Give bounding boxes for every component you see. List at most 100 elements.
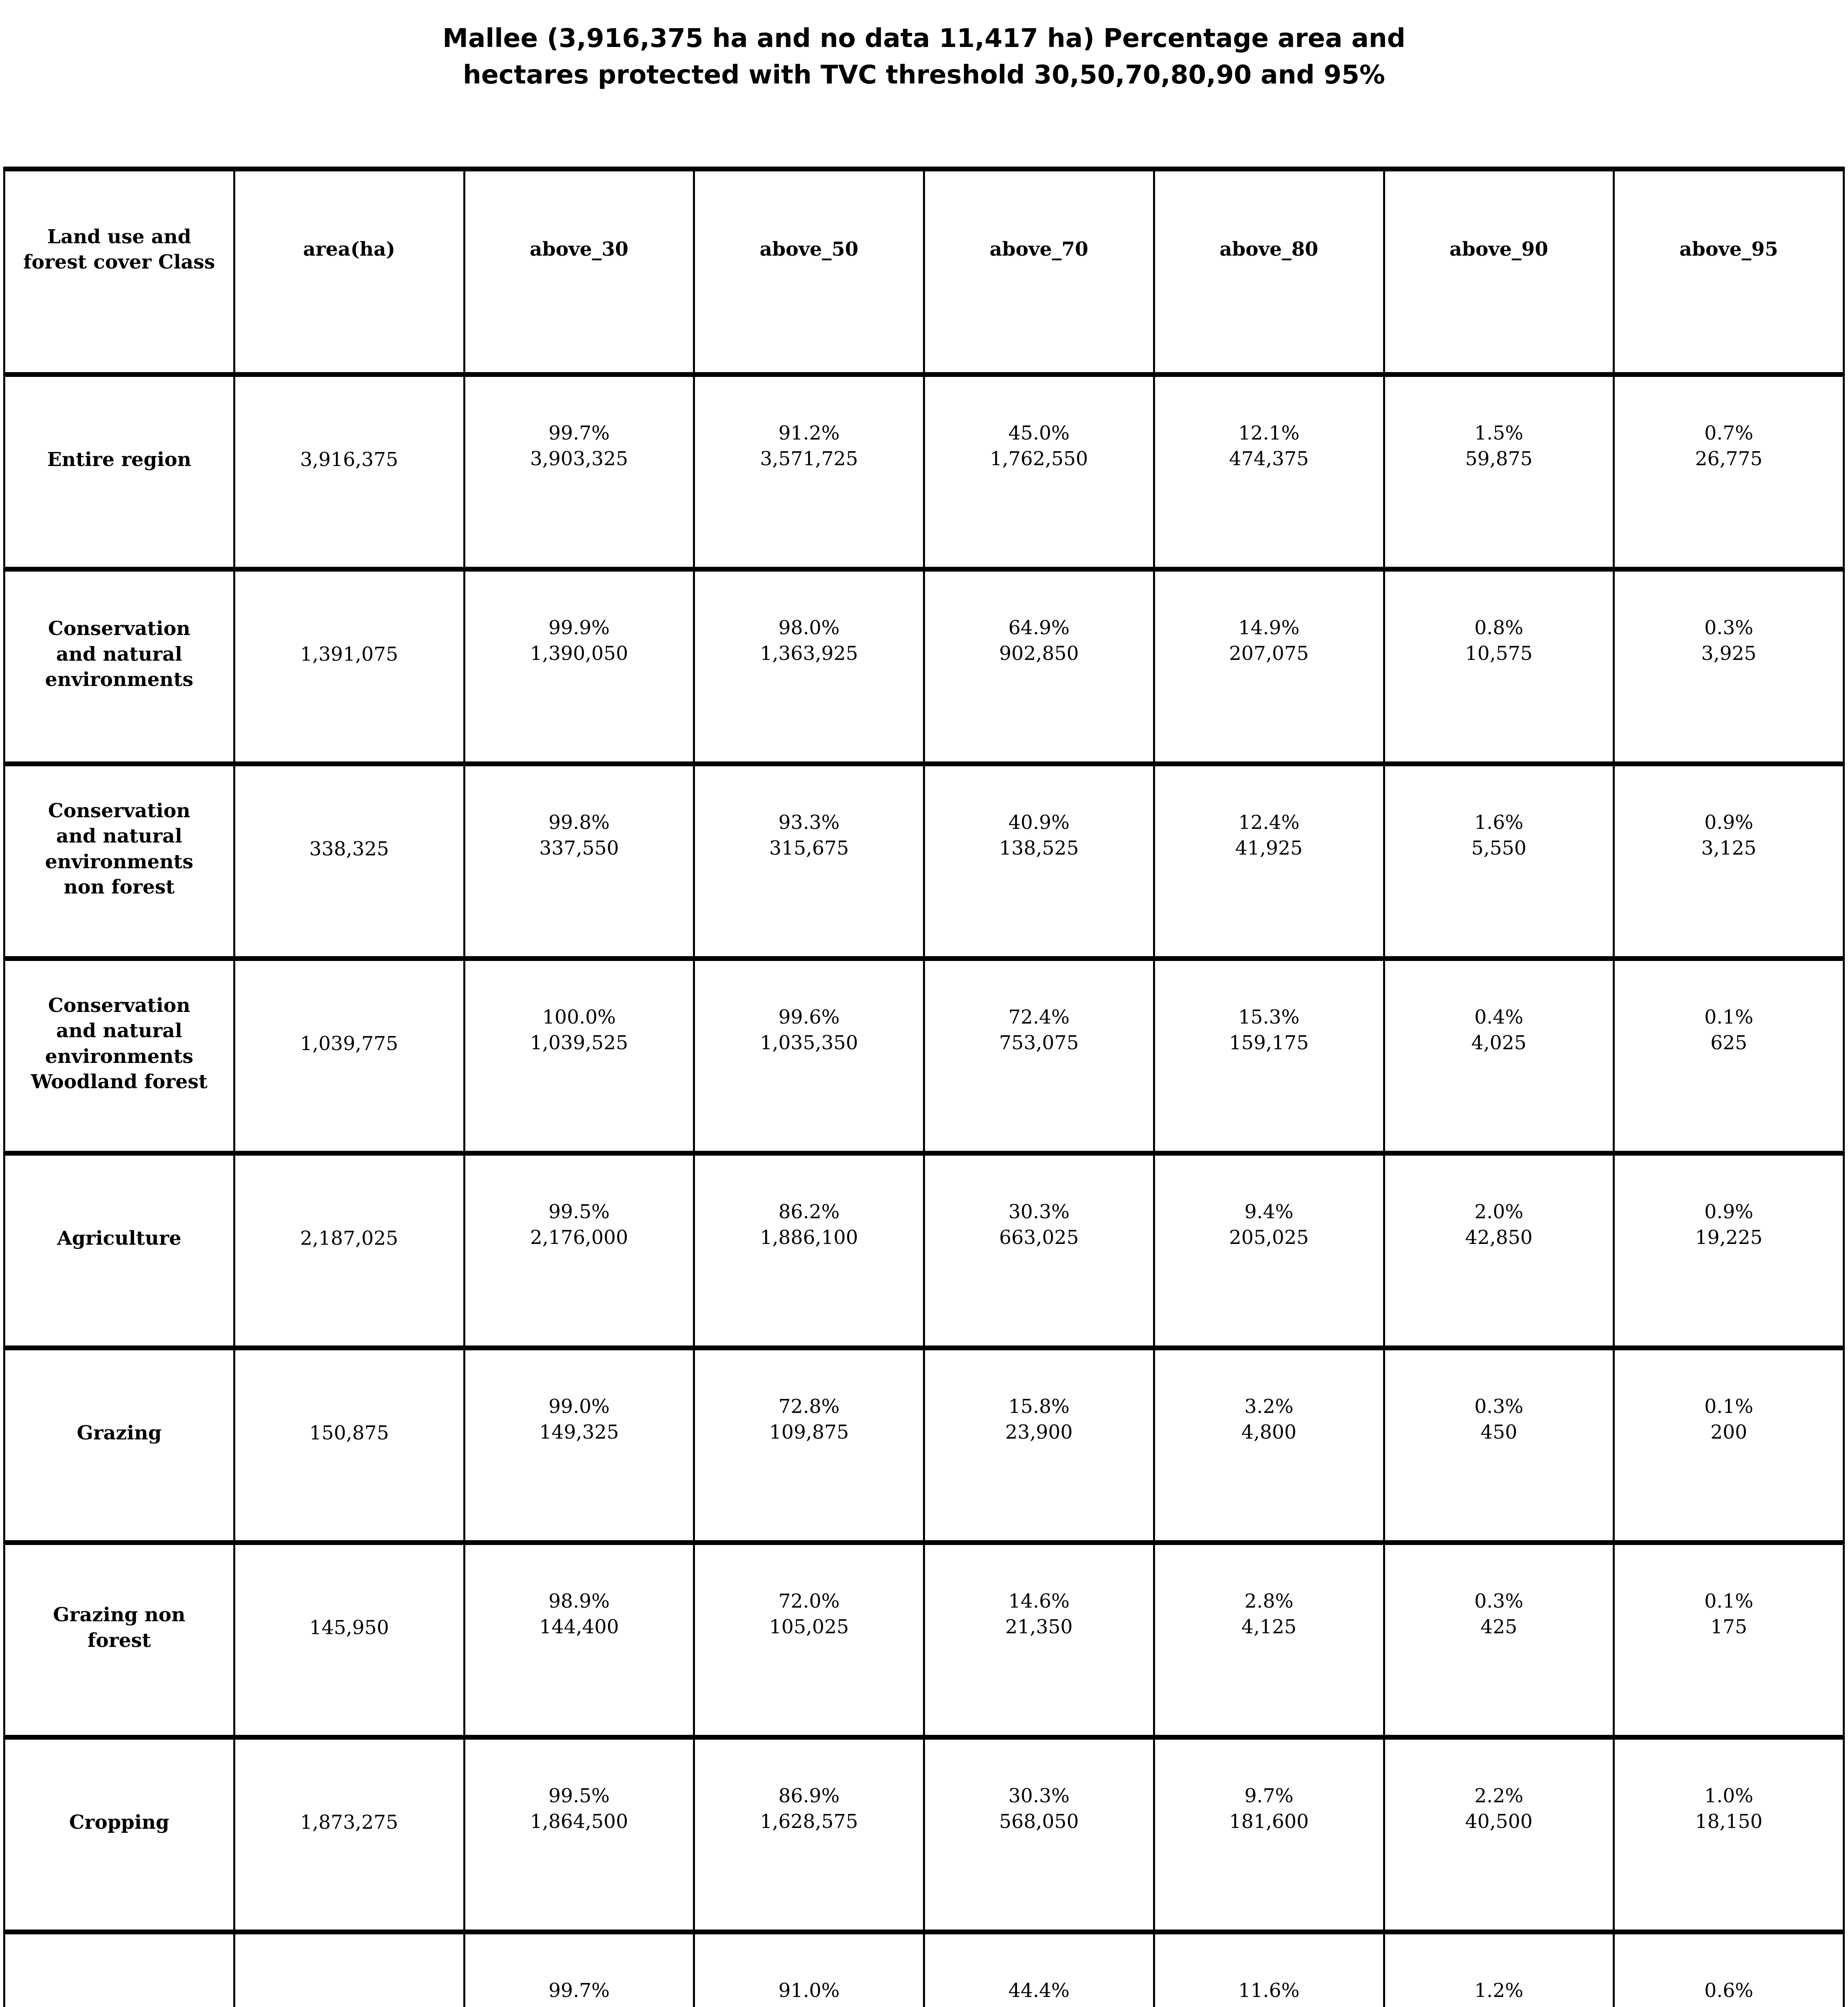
- percent-value: 98.9%: [548, 1590, 610, 1613]
- cell-above-80: 11.6% 18,425: [1153, 1930, 1385, 2007]
- hectares-value: 144,400: [539, 1615, 619, 1638]
- cell-area-ha: 1,039,775: [233, 956, 465, 1156]
- hectares-value: 3,125: [1701, 837, 1756, 859]
- table-row: Irrigation158,500 99.7% 157,975 91.0% 144,27…: [3, 1930, 1845, 2007]
- cell-above-80: 9.4% 205,025: [1153, 1151, 1385, 1350]
- column-header-4: above_70: [923, 167, 1155, 377]
- cell-above-80: 15.3% 159,175: [1153, 956, 1385, 1156]
- hectares-value: 2,176,000: [530, 1226, 628, 1249]
- hectares-value: 1,875: [1386, 2004, 1612, 2007]
- cell-above-30: 98.9% 144,400: [463, 1540, 695, 1740]
- percent-value: 99.5%: [548, 1785, 610, 1808]
- table-row: Cropping 1,873,275 99.5% 1,864,500 86.9% 1,62…: [3, 1735, 1845, 1934]
- hectares-value: 19,225: [1695, 1226, 1763, 1249]
- cell-area-ha: 1,391,075: [233, 567, 465, 766]
- cell-above-80: 12.4% 41,925: [1153, 761, 1385, 961]
- percent-value: 99.8%: [548, 811, 610, 834]
- table-row: Entire region 3,916,375 99.7% 3,903,325 91.2…: [3, 372, 1845, 572]
- percent-value: 14.6%: [1008, 1590, 1070, 1613]
- cell-above-90: 0.3% 450: [1383, 1345, 1615, 1545]
- percent-value: 86.9%: [778, 1785, 840, 1808]
- hectares-value: 175: [1710, 1615, 1747, 1638]
- percent-value: 1.5%: [1474, 422, 1524, 445]
- cell-class: Conservation and natural environments no…: [3, 761, 235, 961]
- cell-above-95: 0.7% 26,775: [1613, 372, 1845, 572]
- hectares-value: 337,550: [539, 837, 619, 859]
- hectares-value: 181,600: [1229, 1810, 1309, 1833]
- cell-above-70: 44.4% 70,300: [923, 1930, 1155, 2007]
- hectares-value: 3,571,725: [760, 447, 858, 470]
- cell-area-ha: 150,875: [233, 1345, 465, 1545]
- column-header-0: Land use and forest cover Class: [3, 167, 235, 377]
- percent-value: 0.1%: [1704, 1590, 1754, 1613]
- table-row: Conservation and natural environments Wo…: [3, 956, 1845, 1156]
- cell-above-50: 99.6% 1,035,350: [693, 956, 925, 1156]
- hectares-value: 21,350: [1005, 1615, 1073, 1638]
- cell-class: Irrigation: [3, 1930, 235, 2007]
- hectares-value: 3,925: [1701, 642, 1756, 665]
- hectares-value: 875: [1616, 2004, 1842, 2007]
- cell-above-50: 98.0% 1,363,925: [693, 567, 925, 766]
- hectares-value: 4,125: [1241, 1615, 1297, 1638]
- hectares-value: 18,425: [1156, 2004, 1382, 2007]
- hectares-value: 70,300: [926, 2004, 1152, 2007]
- percent-value: 0.9%: [1704, 1201, 1754, 1223]
- percent-value: 86.2%: [778, 1201, 840, 1223]
- hectares-value: 144,275: [696, 2004, 922, 2007]
- hectares-value: 138,525: [999, 837, 1079, 859]
- page-title: Mallee (3,916,375 ha and no data 11,417 …: [0, 20, 1848, 94]
- percent-value: 2.8%: [1244, 1590, 1294, 1613]
- cell-above-95: 0.1% 200: [1613, 1345, 1845, 1545]
- percent-value: 0.8%: [1474, 617, 1524, 639]
- cell-above-95: 0.3% 3,925: [1613, 567, 1845, 766]
- percent-value: 9.4%: [1244, 1201, 1294, 1223]
- data-table: Land use and forest cover Class area(ha) a…: [3, 167, 1845, 2007]
- hectares-value: 18,150: [1695, 1810, 1763, 1833]
- table-row: Grazing 150,875 99.0% 149,325 72.8% 109,875 15…: [3, 1345, 1845, 1545]
- cell-above-80: 14.9% 207,075: [1153, 567, 1385, 766]
- percent-value: 9.7%: [1244, 1785, 1294, 1808]
- percent-value: 2.0%: [1474, 1201, 1524, 1223]
- percent-value: 100.0%: [542, 1006, 616, 1029]
- hectares-value: 4,025: [1471, 1031, 1527, 1054]
- cell-above-90: 2.2% 40,500: [1383, 1735, 1615, 1934]
- hectares-value: 1,390,050: [530, 642, 628, 665]
- percent-value: 12.1%: [1238, 422, 1300, 445]
- hectares-value: 1,864,500: [530, 1810, 628, 1833]
- cell-above-50: 72.0% 105,025: [693, 1540, 925, 1740]
- percent-value: 15.8%: [1008, 1395, 1070, 1418]
- percent-value: 0.6%: [1704, 1979, 1754, 2002]
- cell-above-90: 0.4% 4,025: [1383, 956, 1615, 1156]
- cell-above-30: 99.5% 2,176,000: [463, 1151, 695, 1350]
- percent-value: 0.3%: [1474, 1395, 1524, 1418]
- cell-above-30: 99.0% 149,325: [463, 1345, 695, 1545]
- cell-above-30: 99.7% 157,975: [463, 1930, 695, 2007]
- percent-value: 0.7%: [1704, 422, 1754, 445]
- cell-above-95: 0.1% 625: [1613, 956, 1845, 1156]
- cell-above-30: 99.5% 1,864,500: [463, 1735, 695, 1934]
- hectares-value: 1,886,100: [760, 1226, 858, 1249]
- hectares-value: 59,875: [1465, 447, 1533, 470]
- hectares-value: 42,850: [1465, 1226, 1533, 1249]
- cell-above-70: 15.8% 23,900: [923, 1345, 1155, 1545]
- cell-above-30: 99.9% 1,390,050: [463, 567, 695, 766]
- hectares-value: 450: [1480, 1421, 1518, 1443]
- hectares-value: 40,500: [1465, 1810, 1533, 1833]
- hectares-value: 159,175: [1229, 1031, 1309, 1054]
- cell-above-50: 91.0% 144,275: [693, 1930, 925, 2007]
- header-row: Land use and forest cover Class area(ha) a…: [3, 167, 1845, 377]
- column-header-2: above_30: [463, 167, 695, 377]
- column-header-1: area(ha): [233, 167, 465, 377]
- cell-area-ha: 1,873,275: [233, 1735, 465, 1934]
- cell-above-95: 0.6% 875: [1613, 1930, 1845, 2007]
- cell-above-50: 86.2% 1,886,100: [693, 1151, 925, 1350]
- cell-above-50: 86.9% 1,628,575: [693, 1735, 925, 1934]
- cell-area-ha: 145,950: [233, 1540, 465, 1740]
- cell-above-90: 0.8% 10,575: [1383, 567, 1615, 766]
- hectares-value: 625: [1710, 1031, 1747, 1054]
- cell-above-70: 30.3% 663,025: [923, 1151, 1155, 1350]
- hectares-value: 1,762,550: [990, 447, 1088, 470]
- hectares-value: 1,039,525: [530, 1031, 628, 1054]
- table-row: Conservation and natural environments no…: [3, 761, 1845, 961]
- cell-class: Grazing non forest: [3, 1540, 235, 1740]
